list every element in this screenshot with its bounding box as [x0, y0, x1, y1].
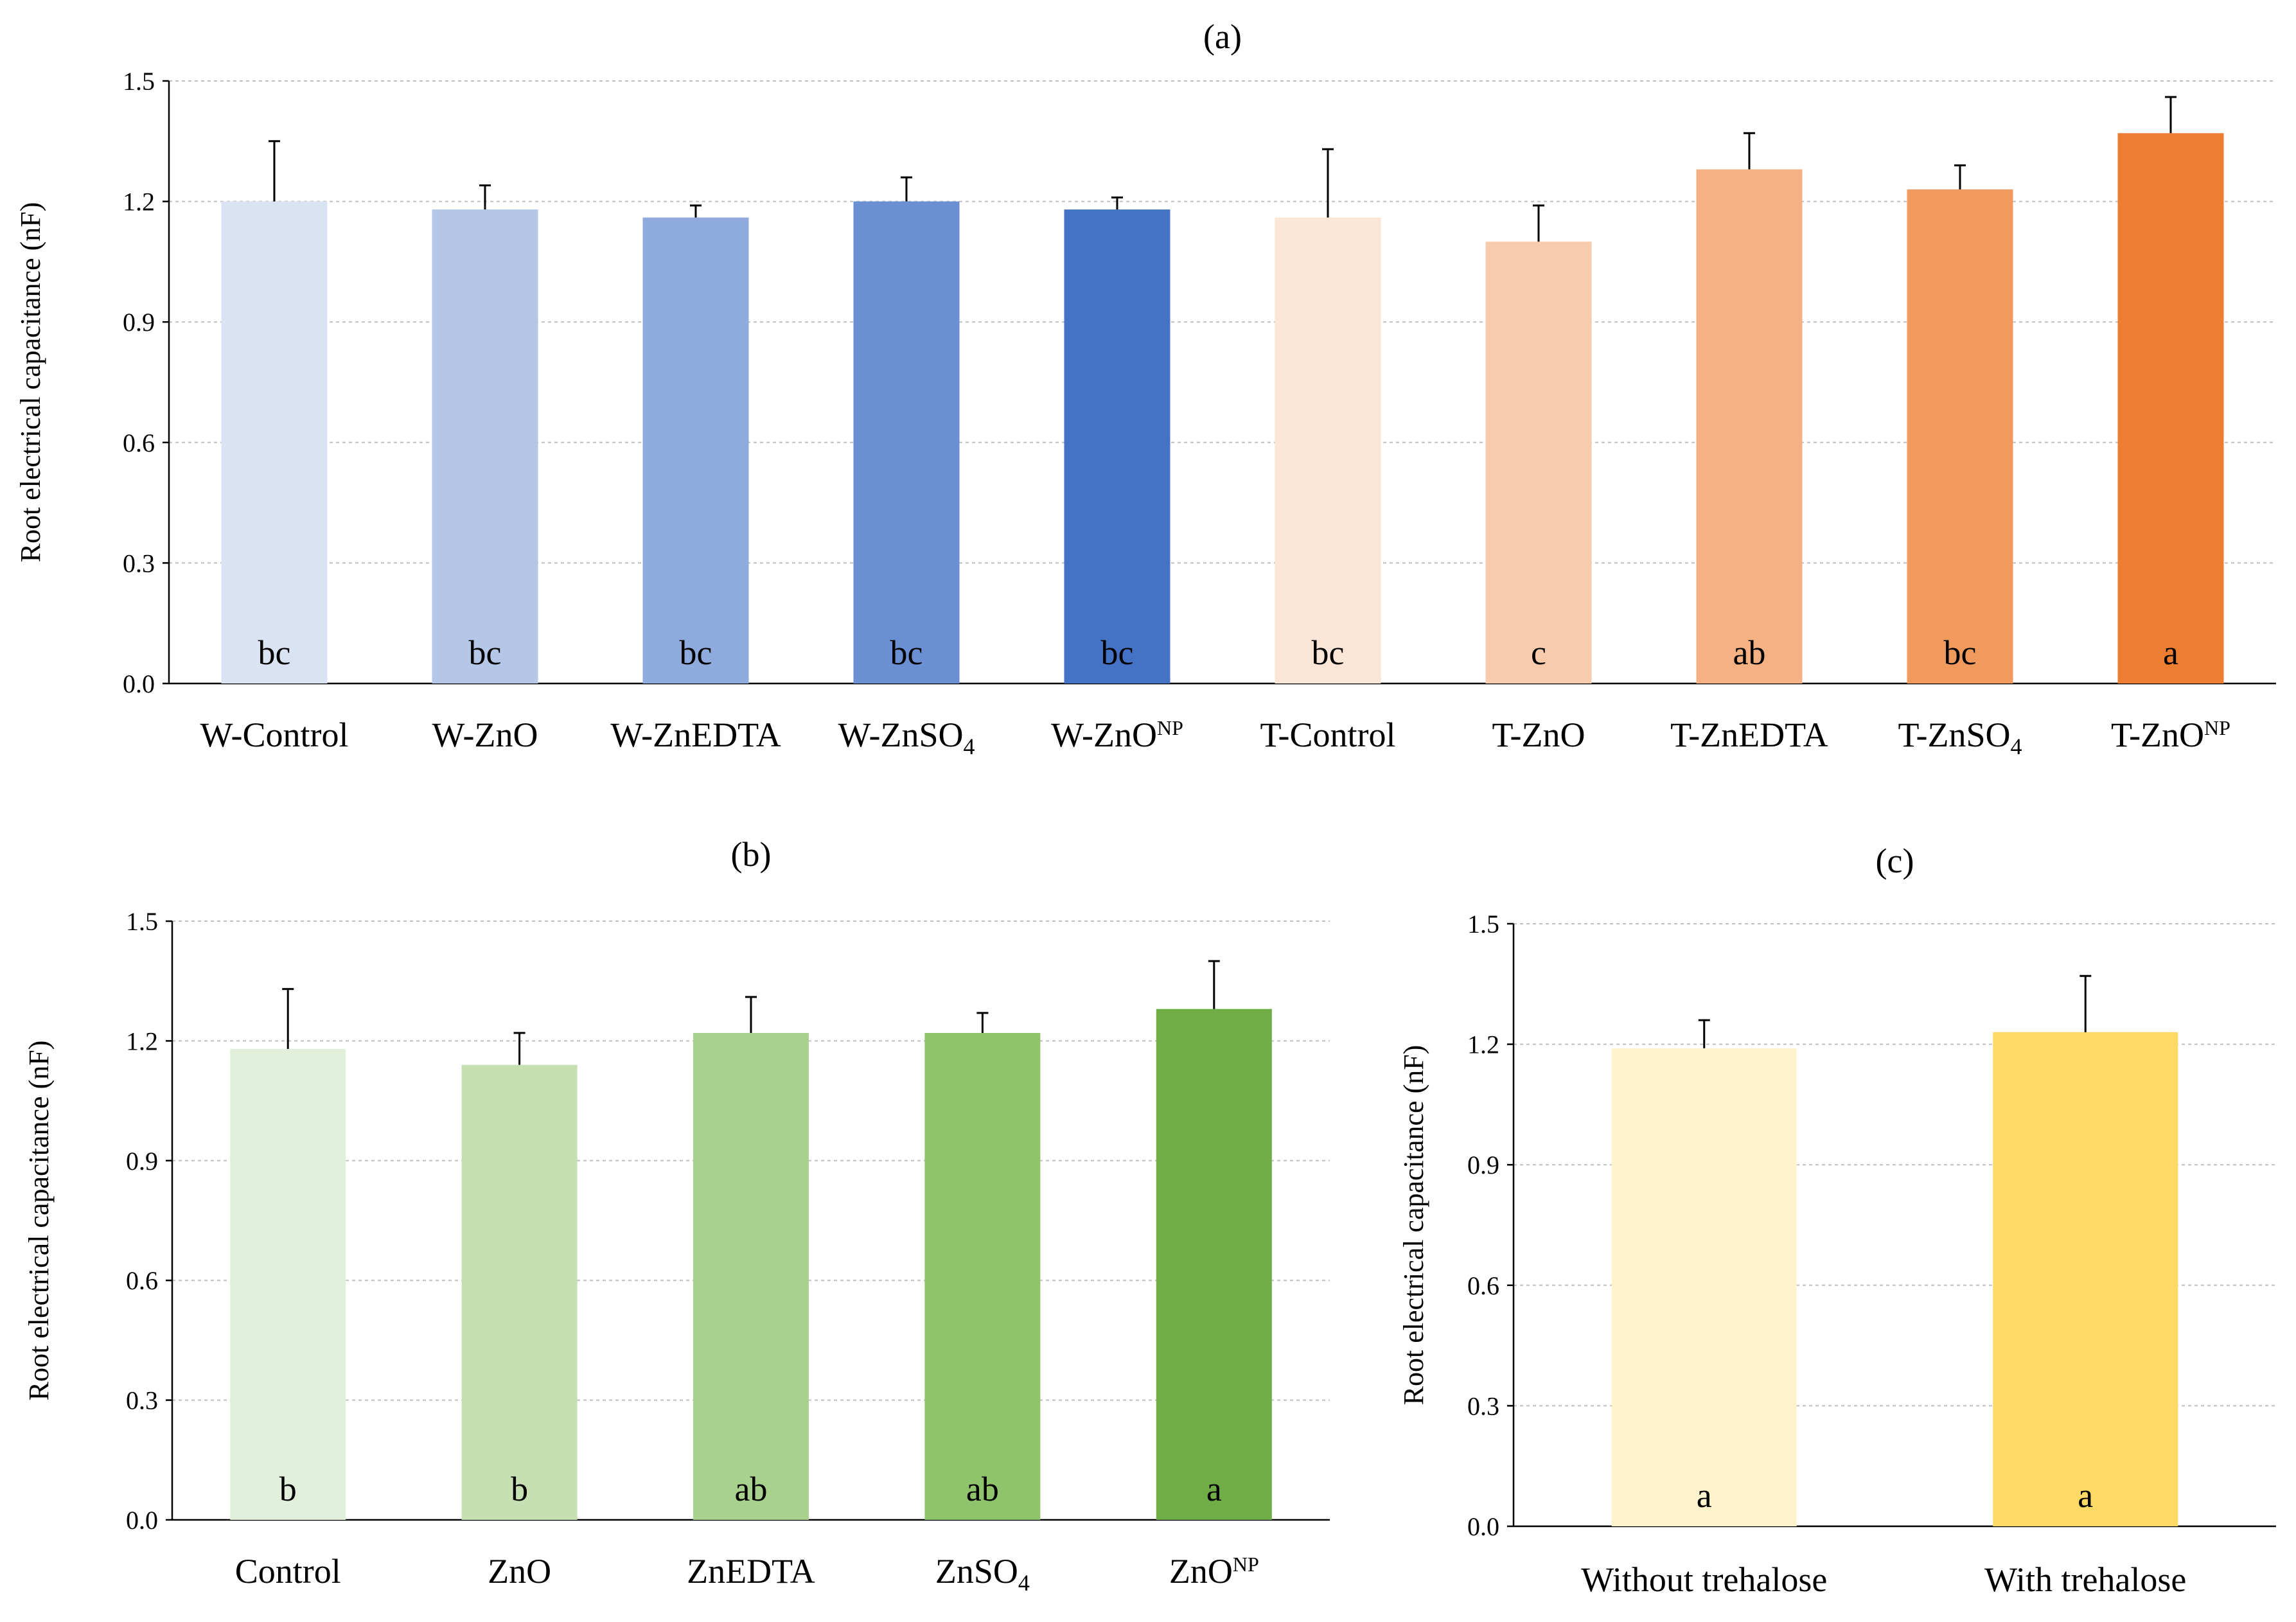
x-tick-label: W-ZnSO4 — [838, 716, 975, 759]
significance-letter: bc — [1312, 633, 1345, 672]
significance-letter: c — [1531, 633, 1546, 672]
y-tick-label: 1.5 — [126, 907, 158, 936]
significance-letter: a — [1206, 1470, 1222, 1508]
y-axis-label: Root electrical capacitance (nF) — [23, 1041, 55, 1401]
bar — [1993, 1032, 2178, 1526]
significance-letter: bc — [890, 633, 923, 672]
significance-letter: ab — [966, 1470, 999, 1508]
significance-letter: bc — [1101, 633, 1134, 672]
chart-panel-b: (b) Root electrical capacitance (nF) 0.0 0.… — [23, 835, 1330, 1596]
significance-letter: bc — [469, 633, 502, 672]
bar — [230, 1048, 346, 1520]
x-tick-label: W-ZnO — [432, 716, 538, 754]
x-tick-label: Without trehalose — [1581, 1560, 1827, 1599]
x-tick-label: T-ZnEDTA — [1670, 716, 1828, 754]
significance-letter: b — [279, 1470, 297, 1508]
bar — [1485, 242, 1592, 684]
chart-title: (a) — [1203, 17, 1242, 56]
y-tick-label: 1.5 — [123, 67, 155, 96]
y-tick-label: 0.9 — [123, 308, 155, 337]
bar — [1611, 1048, 1797, 1526]
significance-letter: ab — [735, 1470, 768, 1508]
chart-title: (c) — [1876, 842, 1914, 880]
significance-letter: a — [2078, 1476, 2093, 1515]
bar — [1907, 189, 2013, 684]
bar — [461, 1064, 578, 1520]
bar — [432, 209, 538, 683]
y-tick-label: 0.3 — [1467, 1391, 1499, 1420]
bar — [2117, 133, 2224, 683]
x-tick-label: ZnEDTA — [687, 1552, 815, 1591]
y-tick-label: 0.6 — [123, 428, 155, 457]
x-tick-label: T-ZnONP — [2111, 716, 2230, 754]
y-tick-label: 0.0 — [123, 669, 155, 698]
x-tick-label: ZnSO4 — [935, 1552, 1030, 1596]
significance-letter: bc — [1944, 633, 1977, 672]
y-tick-label: 0.0 — [1467, 1512, 1499, 1541]
x-tick-label: T-ZnO — [1492, 716, 1585, 754]
y-tick-label: 1.2 — [126, 1027, 158, 1055]
bar — [693, 1032, 809, 1520]
bar — [221, 201, 328, 684]
x-tick-label: ZnO — [488, 1552, 551, 1591]
x-tick-label: With trehalose — [1984, 1560, 2186, 1599]
significance-letter: a — [2163, 633, 2178, 672]
y-tick-label: 1.2 — [1467, 1030, 1499, 1059]
bar — [1696, 169, 1803, 683]
y-tick-label: 0.9 — [126, 1147, 158, 1176]
bar — [1064, 209, 1170, 683]
significance-letter: ab — [1733, 633, 1766, 672]
y-tick-label: 0.3 — [123, 549, 155, 577]
y-tick-label: 0.0 — [126, 1506, 158, 1535]
x-tick-label: ZnONP — [1169, 1552, 1259, 1591]
x-tick-label: T-ZnSO4 — [1898, 716, 2022, 759]
x-tick-label: T-Control — [1260, 716, 1395, 754]
x-tick-label: W-ZnEDTA — [610, 716, 781, 754]
y-axis-label: Root electrical capacitance (nF) — [1398, 1045, 1429, 1406]
y-tick-label: 0.6 — [126, 1266, 158, 1295]
chart-title: (b) — [731, 835, 772, 874]
y-tick-label: 0.9 — [1467, 1150, 1499, 1179]
bar — [1275, 217, 1381, 683]
chart-panel-a: (a) Root electrical capacitance (nF) 0.0 0.… — [15, 17, 2276, 759]
bar — [853, 201, 960, 684]
bar — [642, 217, 749, 683]
chart-panel-c: (c) Root electrical capacitance (nF) 0.0 0.… — [1398, 842, 2276, 1599]
significance-letter: bc — [680, 633, 712, 672]
y-tick-label: 0.3 — [126, 1386, 158, 1415]
y-tick-label: 1.5 — [1467, 910, 1499, 939]
bar — [1156, 1009, 1272, 1520]
significance-letter: bc — [258, 633, 291, 672]
y-tick-label: 0.6 — [1467, 1271, 1499, 1300]
significance-letter: b — [511, 1470, 528, 1508]
y-axis-label: Root electrical capacitance (nF) — [15, 202, 46, 563]
significance-letter: a — [1697, 1476, 1712, 1515]
x-tick-label: Control — [235, 1552, 341, 1591]
y-tick-label: 1.2 — [123, 188, 155, 216]
bar — [924, 1032, 1041, 1520]
x-tick-label: W-ZnONP — [1051, 716, 1183, 754]
x-tick-label: W-Control — [200, 716, 349, 754]
